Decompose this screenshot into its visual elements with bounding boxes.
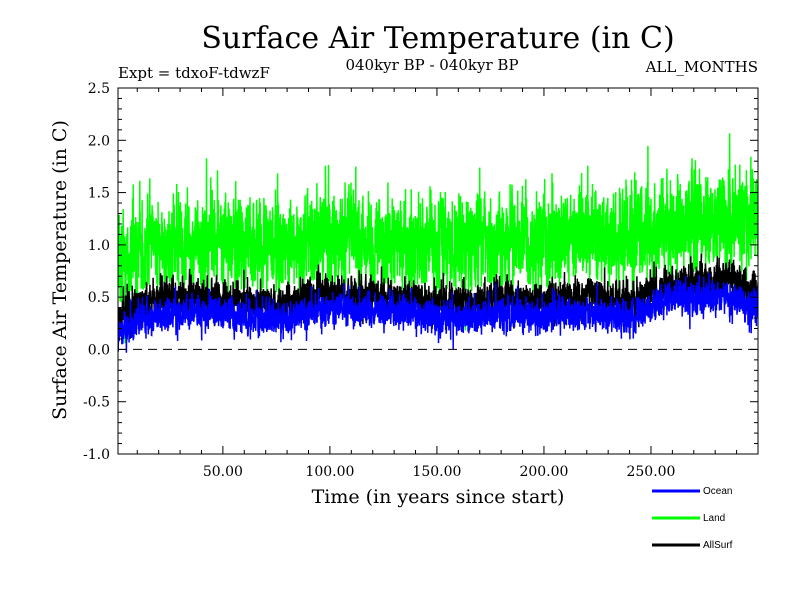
chart-months: ALL_MONTHS bbox=[645, 58, 758, 76]
series-line-land bbox=[118, 133, 758, 344]
chart-subtitle: 040kyr BP - 040kyr BP bbox=[345, 56, 518, 74]
legend-label-ocean: Ocean bbox=[703, 486, 732, 497]
y-axis-label: Surface Air Temperature (in C) bbox=[49, 120, 71, 420]
legend-label-land: Land bbox=[703, 513, 725, 524]
chart-title: Surface Air Temperature (in C) bbox=[201, 21, 674, 56]
y-tick-label: 2.0 bbox=[88, 133, 110, 149]
series-line-ocean bbox=[118, 272, 758, 353]
plot-frame bbox=[117, 87, 759, 455]
y-tick-label: 2.5 bbox=[88, 81, 110, 97]
x-tick-label: 50.00 bbox=[203, 464, 243, 480]
y-tick-label: 1.0 bbox=[88, 238, 110, 254]
x-tick-label: 200.00 bbox=[519, 464, 568, 480]
legend-label-allsurf: AllSurf bbox=[703, 540, 733, 551]
y-tick-label: 0.0 bbox=[88, 342, 110, 358]
y-tick-label: 1.5 bbox=[88, 186, 110, 202]
series-layer bbox=[118, 133, 758, 353]
x-tick-label: 250.00 bbox=[626, 464, 675, 480]
y-tick-label: 0.5 bbox=[88, 290, 110, 306]
x-tick-label: 100.00 bbox=[305, 464, 354, 480]
ticks-layer: -1.0 -0.5 0.0 0.5 1.0 1.5 2.0 2.5 50.00 100.00 150… bbox=[83, 81, 759, 480]
x-tick-label: 150.00 bbox=[412, 464, 461, 480]
chart-experiment: Expt = tdxoF-tdwzF bbox=[118, 64, 270, 82]
y-tick-label: -1.0 bbox=[83, 447, 110, 463]
x-axis-label: Time (in years since start) bbox=[312, 486, 565, 508]
legend: Ocean Land AllSurf bbox=[652, 486, 733, 551]
y-tick-label: -0.5 bbox=[83, 395, 110, 411]
